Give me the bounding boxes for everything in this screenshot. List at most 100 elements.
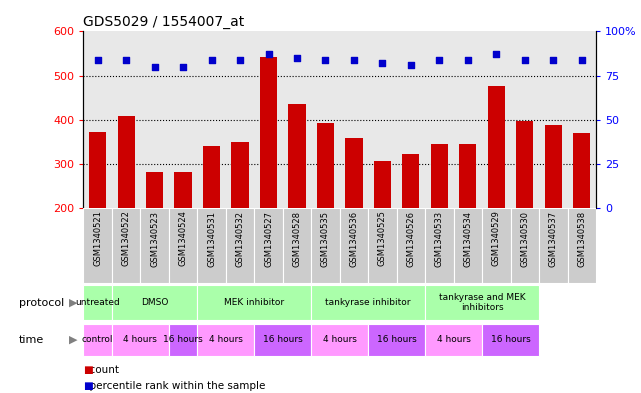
Bar xyxy=(573,133,590,208)
Bar xyxy=(403,154,419,208)
Point xyxy=(577,57,587,63)
Bar xyxy=(568,208,596,283)
Bar xyxy=(425,324,482,356)
Text: GSM1340530: GSM1340530 xyxy=(520,211,529,266)
Bar xyxy=(89,132,106,208)
Bar xyxy=(517,121,533,208)
Bar xyxy=(454,208,482,283)
Bar xyxy=(539,208,568,283)
Bar xyxy=(397,208,425,283)
Text: 4 hours: 4 hours xyxy=(323,336,356,344)
Bar xyxy=(231,142,249,208)
Bar xyxy=(112,208,140,283)
Point xyxy=(178,64,188,70)
Point xyxy=(463,57,473,63)
Bar xyxy=(482,208,511,283)
Point xyxy=(121,57,131,63)
Text: GSM1340537: GSM1340537 xyxy=(549,211,558,267)
Text: 16 hours: 16 hours xyxy=(263,336,303,344)
Bar xyxy=(226,208,254,283)
Text: 16 hours: 16 hours xyxy=(491,336,531,344)
Text: control: control xyxy=(82,336,113,344)
Point xyxy=(320,57,331,63)
Text: GSM1340522: GSM1340522 xyxy=(122,211,131,266)
Text: GSM1340536: GSM1340536 xyxy=(349,211,358,267)
Bar xyxy=(260,57,277,208)
Text: 4 hours: 4 hours xyxy=(437,336,470,344)
Text: untreated: untreated xyxy=(75,298,120,307)
Point xyxy=(349,57,359,63)
Text: 16 hours: 16 hours xyxy=(377,336,417,344)
Text: tankyrase and MEK
inhibitors: tankyrase and MEK inhibitors xyxy=(439,293,526,312)
Text: GSM1340524: GSM1340524 xyxy=(179,211,188,266)
Text: GDS5029 / 1554007_at: GDS5029 / 1554007_at xyxy=(83,15,245,29)
Text: GSM1340534: GSM1340534 xyxy=(463,211,472,266)
Point xyxy=(548,57,558,63)
Text: GSM1340525: GSM1340525 xyxy=(378,211,387,266)
Text: GSM1340526: GSM1340526 xyxy=(406,211,415,266)
Point xyxy=(235,57,245,63)
Point xyxy=(263,51,274,57)
Bar xyxy=(340,208,368,283)
Text: GSM1340533: GSM1340533 xyxy=(435,211,444,267)
Bar xyxy=(425,208,454,283)
Point xyxy=(435,57,445,63)
Text: time: time xyxy=(19,335,44,345)
Bar xyxy=(488,86,505,208)
Text: count: count xyxy=(83,365,119,375)
Point xyxy=(378,60,388,66)
Bar xyxy=(425,285,539,320)
Point xyxy=(491,51,501,57)
Bar xyxy=(283,208,312,283)
Point xyxy=(520,57,530,63)
Text: 4 hours: 4 hours xyxy=(209,336,243,344)
Bar xyxy=(203,146,220,208)
Bar xyxy=(83,208,112,283)
Bar xyxy=(511,208,539,283)
Point xyxy=(292,55,302,61)
Text: ▶: ▶ xyxy=(69,335,78,345)
Text: MEK inhibitor: MEK inhibitor xyxy=(224,298,285,307)
Bar xyxy=(368,208,397,283)
Bar xyxy=(374,160,391,208)
Text: 4 hours: 4 hours xyxy=(123,336,157,344)
Bar xyxy=(197,285,312,320)
Bar xyxy=(312,285,425,320)
Bar xyxy=(345,138,363,208)
Text: ▶: ▶ xyxy=(69,298,78,308)
Text: GSM1340535: GSM1340535 xyxy=(321,211,330,266)
Bar xyxy=(146,172,163,208)
Text: ■: ■ xyxy=(83,365,93,375)
Text: GSM1340538: GSM1340538 xyxy=(578,211,587,267)
Bar xyxy=(169,324,197,356)
Text: GSM1340527: GSM1340527 xyxy=(264,211,273,266)
Bar xyxy=(112,285,197,320)
Bar xyxy=(312,208,340,283)
Bar xyxy=(140,208,169,283)
Bar xyxy=(197,324,254,356)
Text: GSM1340523: GSM1340523 xyxy=(150,211,159,266)
Bar xyxy=(317,123,334,208)
Text: tankyrase inhibitor: tankyrase inhibitor xyxy=(326,298,411,307)
Bar xyxy=(482,324,539,356)
Text: GSM1340529: GSM1340529 xyxy=(492,211,501,266)
Bar xyxy=(254,324,312,356)
Text: protocol: protocol xyxy=(19,298,65,308)
Bar xyxy=(460,144,476,208)
Bar xyxy=(312,324,368,356)
Text: GSM1340532: GSM1340532 xyxy=(235,211,244,266)
Bar xyxy=(112,324,169,356)
Text: 16 hours: 16 hours xyxy=(163,336,203,344)
Point xyxy=(92,57,103,63)
Point xyxy=(206,57,217,63)
Text: GSM1340521: GSM1340521 xyxy=(93,211,102,266)
Bar xyxy=(197,208,226,283)
Text: GSM1340531: GSM1340531 xyxy=(207,211,216,266)
Point xyxy=(149,64,160,70)
Bar xyxy=(83,285,112,320)
Bar xyxy=(431,144,448,208)
Bar xyxy=(545,125,562,208)
Point xyxy=(406,62,416,68)
Text: GSM1340528: GSM1340528 xyxy=(292,211,301,266)
Text: percentile rank within the sample: percentile rank within the sample xyxy=(83,381,266,391)
